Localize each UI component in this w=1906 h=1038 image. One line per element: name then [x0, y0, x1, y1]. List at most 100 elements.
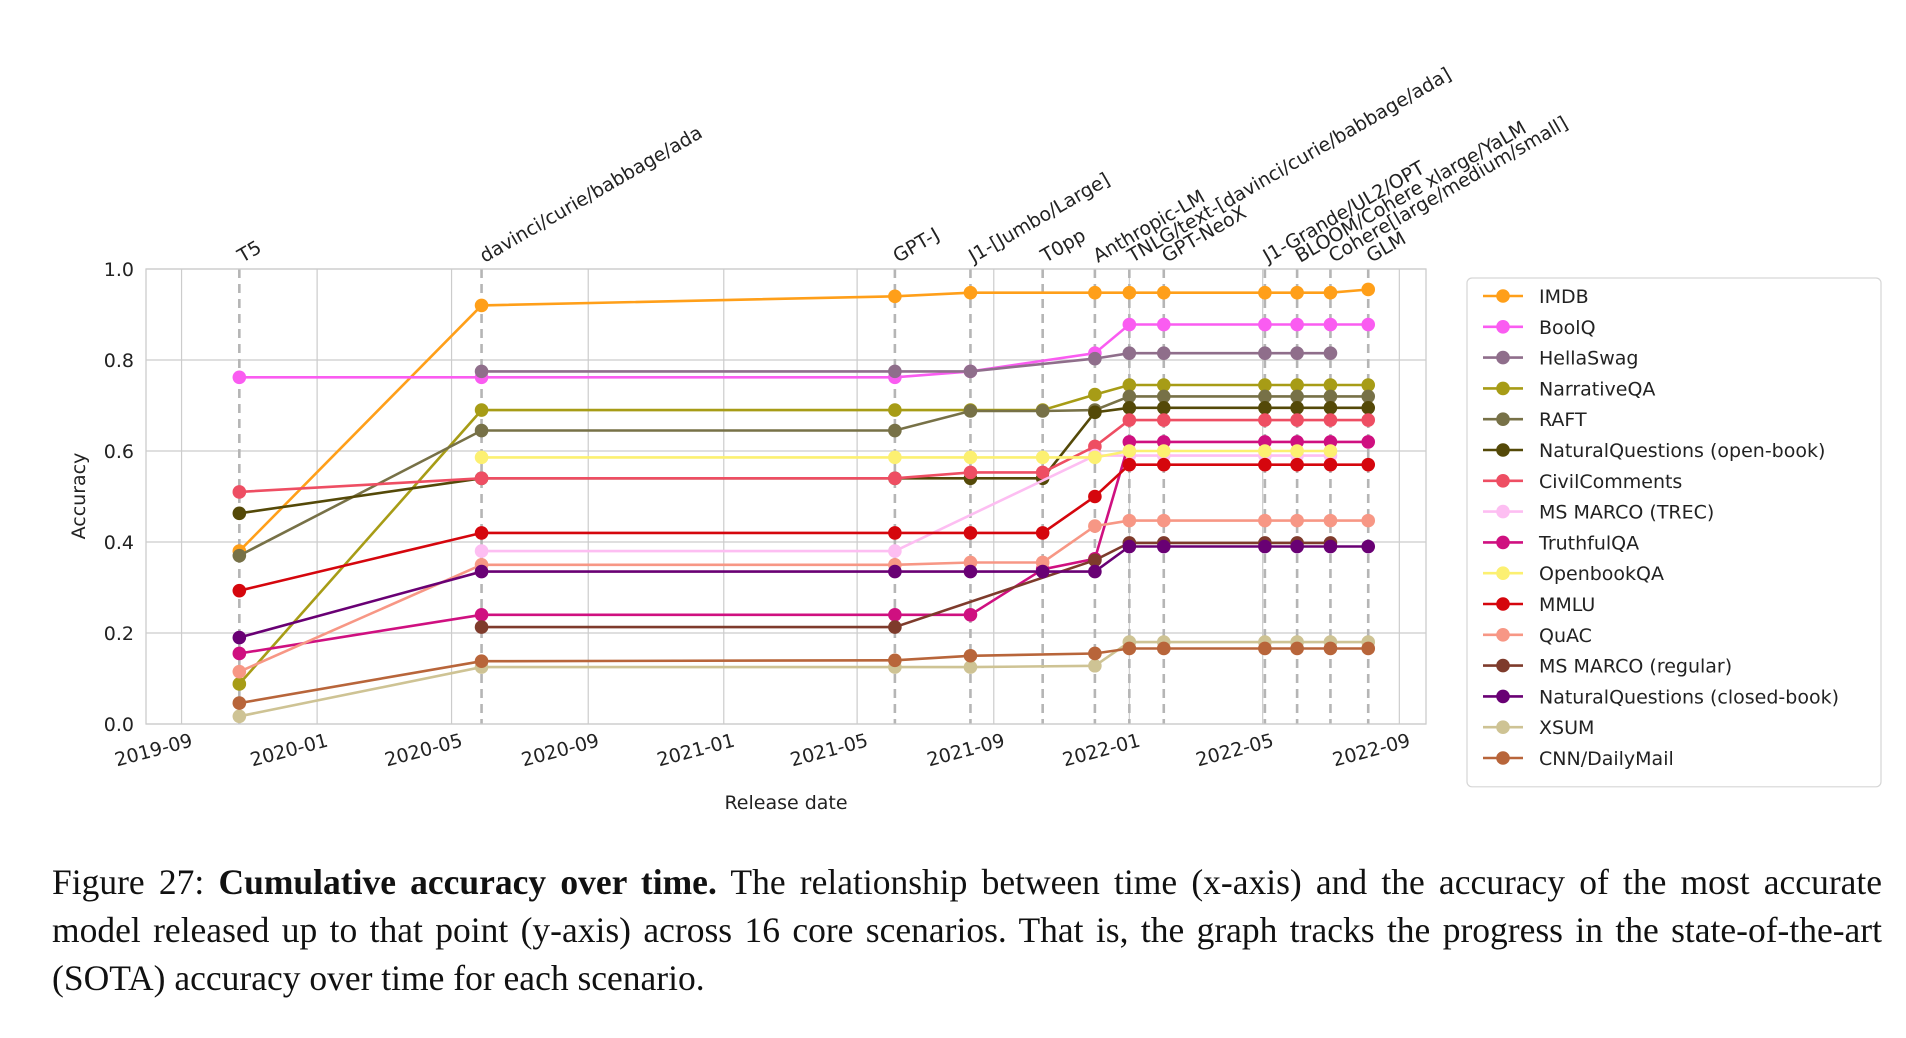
legend-label: HellaSwag: [1539, 348, 1638, 370]
legend-item: NarrativeQA: [1483, 378, 1655, 400]
legend-item: RAFT: [1483, 409, 1587, 431]
x-tick-label: 2020-05: [382, 730, 464, 772]
legend-marker: [1496, 504, 1510, 519]
data-point: [888, 450, 902, 465]
data-point: [1258, 539, 1272, 554]
data-point: [888, 608, 902, 622]
legend-label: RAFT: [1539, 409, 1587, 431]
legend-marker: [1496, 443, 1510, 457]
data-point: [1290, 378, 1304, 392]
data-point: [1258, 444, 1272, 458]
series-quac: [232, 513, 1376, 679]
series-narrativeqa: [232, 378, 1376, 691]
data-point: [1156, 346, 1171, 360]
data-point: [1258, 285, 1272, 300]
data-point: [1290, 389, 1304, 404]
data-point: [1290, 513, 1304, 528]
data-point: [1258, 378, 1272, 392]
y-tick-label: 0.2: [104, 623, 134, 645]
legend-item: NaturalQuestions (open-book): [1483, 440, 1825, 462]
data-point: [1156, 413, 1171, 427]
data-point: [232, 548, 247, 563]
data-point: [474, 544, 489, 558]
data-point: [1156, 400, 1171, 415]
legend-marker: [1496, 658, 1510, 673]
data-point: [1361, 378, 1376, 392]
data-point: [1361, 282, 1376, 297]
series-line: [481, 454, 1331, 553]
data-point: [1323, 641, 1338, 656]
data-point: [1290, 346, 1304, 360]
data-point: [888, 471, 902, 486]
x-tick-label: 2021-05: [788, 730, 870, 772]
series-cnn-dailymail: [232, 641, 1376, 710]
y-axis-label: Accuracy: [68, 453, 90, 540]
x-tick-label: 2022-09: [1330, 730, 1412, 772]
data-point: [1035, 404, 1050, 418]
data-point: [1088, 553, 1102, 567]
y-tick-label: 0.4: [104, 532, 134, 554]
y-tick-label: 1.0: [104, 259, 134, 281]
legend-marker: [1496, 412, 1510, 427]
legend-label: CivilComments: [1539, 471, 1682, 493]
data-point: [888, 564, 902, 579]
data-point: [963, 608, 978, 622]
data-point: [1035, 526, 1050, 540]
data-point: [888, 289, 902, 304]
data-point: [1088, 564, 1102, 579]
data-point: [963, 660, 978, 674]
legend-marker: [1496, 689, 1510, 704]
legend-label: IMDB: [1539, 286, 1589, 308]
data-point: [1323, 457, 1338, 472]
data-point: [1290, 413, 1304, 427]
data-point: [1290, 285, 1304, 300]
legend-item: BoolQ: [1483, 317, 1596, 339]
data-point: [1035, 450, 1050, 465]
legend-marker: [1496, 350, 1510, 365]
legend-item: QuAC: [1483, 625, 1592, 647]
series-line: [481, 449, 1331, 459]
data-point: [232, 630, 247, 645]
data-point: [1088, 658, 1102, 673]
data-point: [1088, 646, 1102, 661]
legend-item: TruthfulQA: [1483, 532, 1639, 554]
data-point: [1361, 435, 1376, 449]
legend-marker: [1496, 597, 1510, 611]
data-point: [1323, 400, 1338, 415]
legend-label: NaturalQuestions (closed-book): [1539, 686, 1839, 708]
x-tick-label: 2020-01: [248, 730, 330, 772]
data-point: [1122, 539, 1137, 554]
x-tick-label: 2021-01: [655, 730, 737, 772]
data-point: [888, 403, 902, 417]
legend-item: CivilComments: [1483, 471, 1682, 493]
legend-marker: [1496, 474, 1510, 488]
data-point: [1088, 387, 1102, 402]
data-point: [1156, 457, 1171, 472]
data-point: [1361, 317, 1376, 332]
legend-label: TruthfulQA: [1538, 532, 1639, 554]
legend-item: OpenbookQA: [1483, 563, 1664, 585]
data-point: [1361, 513, 1376, 528]
data-point: [1258, 400, 1272, 415]
data-point: [1323, 346, 1338, 360]
series-raft: [232, 389, 1376, 563]
data-point: [963, 526, 978, 540]
data-point: [1361, 539, 1376, 554]
legend-marker: [1496, 289, 1510, 303]
series-line: [239, 323, 1369, 379]
data-point: [888, 423, 902, 438]
data-point: [1122, 317, 1137, 332]
data-point: [1323, 413, 1338, 427]
legend-item: MS MARCO (TREC): [1483, 502, 1714, 524]
legend-label: MMLU: [1539, 594, 1595, 616]
series-line: [239, 640, 1369, 718]
data-point: [232, 370, 247, 385]
data-point: [1361, 413, 1376, 427]
data-point: [1088, 450, 1102, 465]
series-line: [481, 351, 1331, 373]
legend-label: MS MARCO (regular): [1539, 656, 1732, 678]
legend-item: MMLU: [1483, 594, 1595, 616]
data-point: [1122, 457, 1137, 472]
data-point: [232, 646, 247, 661]
